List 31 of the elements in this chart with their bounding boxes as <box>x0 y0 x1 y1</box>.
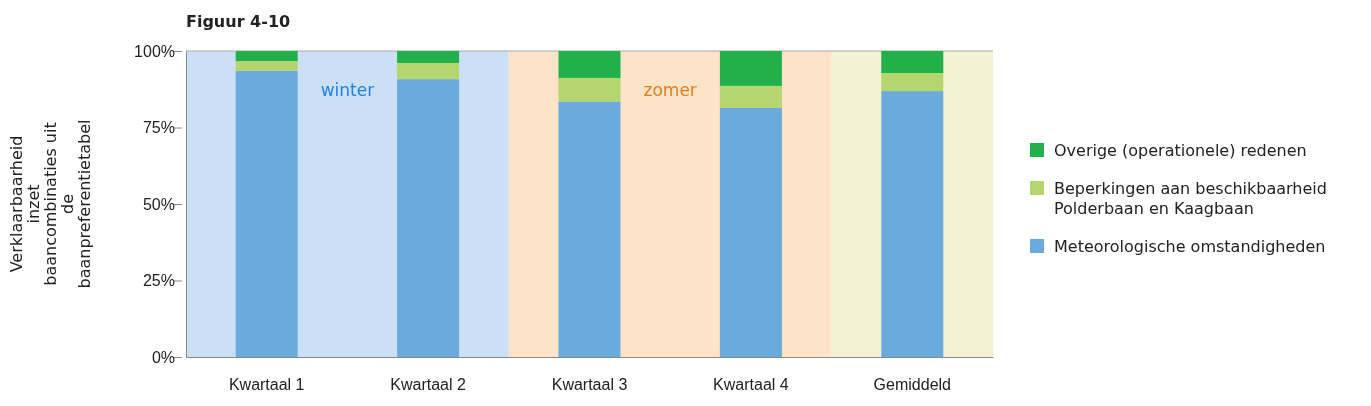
y-tick-label: 100% <box>134 42 175 60</box>
band-label: winter <box>320 80 375 100</box>
bar <box>881 51 944 74</box>
bar <box>558 51 621 78</box>
x-tick-label: Kwartaal 3 <box>551 376 628 394</box>
bar <box>235 70 298 357</box>
y-tick-label: 50% <box>142 195 175 213</box>
bar <box>235 61 298 71</box>
legend-label: Meteorologische omstandigheden <box>1054 237 1326 256</box>
y-tick-label: 0% <box>151 348 175 366</box>
x-tick-label: Kwartaal 4 <box>713 376 789 394</box>
bar <box>881 73 944 92</box>
bar <box>397 51 460 63</box>
bar <box>719 51 782 86</box>
band-label: zomer <box>643 80 697 100</box>
x-tick-label: Kwartaal 2 <box>390 376 466 394</box>
bar <box>719 85 782 108</box>
bar <box>397 79 460 357</box>
y-tick-label: 25% <box>142 272 175 290</box>
legend-label: Beperkingen aan beschikbaarheid Polderbaan en Kaagbaan <box>1054 179 1327 218</box>
bar <box>719 107 782 357</box>
y-axis-title: Verklaarbaarheid inzet baancombinaties uit de baanpreferentietabel <box>7 119 94 289</box>
legend-label: Overige (operationele) redenen <box>1054 141 1307 160</box>
bar <box>558 77 621 102</box>
x-tick-label: Gemiddeld <box>873 376 951 394</box>
x-tick-label: Kwartaal 1 <box>228 376 305 394</box>
chart-title: Figuur 4-10 <box>186 12 291 31</box>
bar <box>235 51 298 62</box>
bar <box>397 62 460 80</box>
bar <box>558 101 621 357</box>
y-tick-label: 75% <box>142 119 175 137</box>
